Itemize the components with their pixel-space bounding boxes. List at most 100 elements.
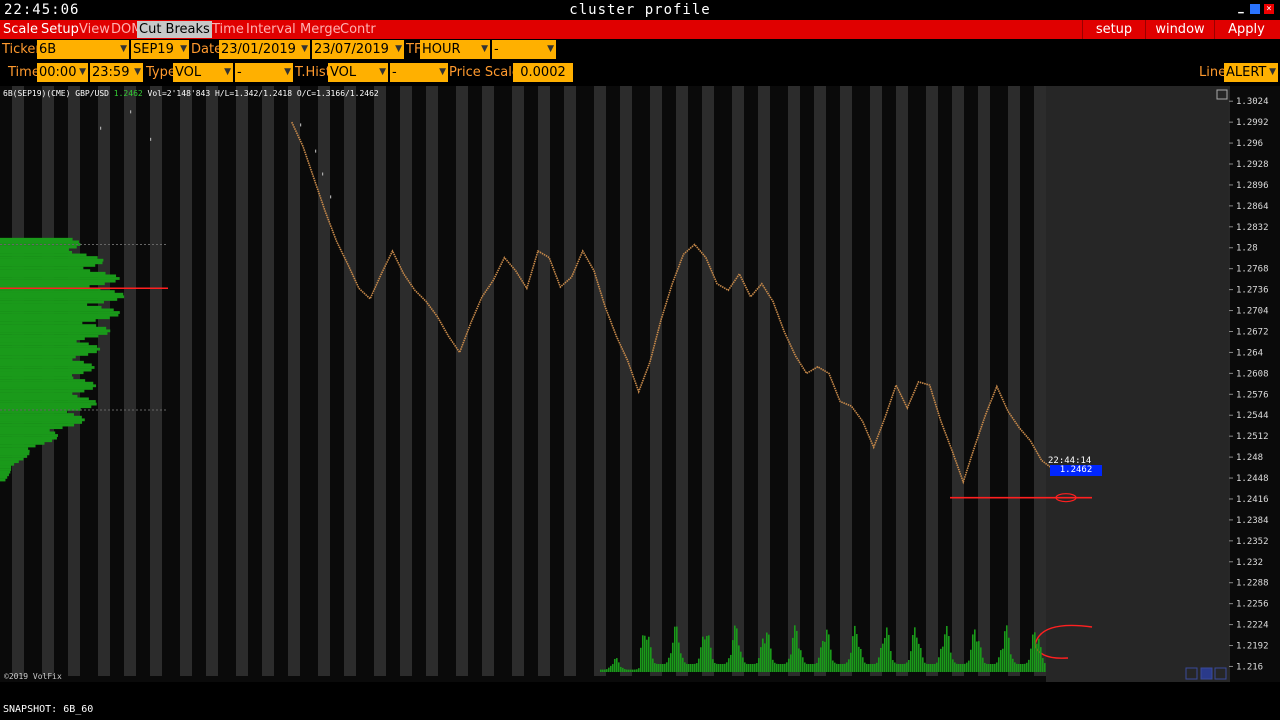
tf-extra-value: - [494,42,499,57]
maximize-icon[interactable] [1250,4,1260,14]
price-tick-label: 1.2384 [1236,516,1269,526]
volume-bar [790,654,792,672]
menu-merge[interactable]: Merge [300,22,341,37]
volume-bar [830,649,832,672]
volume-bar [798,648,800,672]
volume-bar [804,662,806,672]
close-icon[interactable]: × [1264,4,1274,14]
thist-label: T.Hist [295,65,331,80]
profile-bar [0,298,118,301]
volume-bar [688,663,690,672]
price-tick-label: 1.2576 [1236,390,1269,400]
profile-bar [0,269,91,273]
type-extra-select[interactable]: - ▼ [235,63,293,82]
volume-bar [888,634,890,672]
session-band [318,86,330,676]
expand-icon [1214,667,1227,680]
thist-value: VOL [330,65,357,80]
profile-bar [0,274,117,278]
ticker-select[interactable]: 6B ▼ [37,40,129,59]
volume-bar [872,663,874,672]
price-scale-field[interactable]: 0.0002 [513,63,573,82]
menu-cut-breaks[interactable]: Cut Breaks [137,21,212,38]
menu-setup[interactable]: Setup [41,22,79,37]
volume-bar [904,663,906,672]
session-band [400,86,412,676]
volume-bar [908,659,910,672]
apply-button[interactable]: Apply [1214,20,1278,39]
profile-bar [0,428,50,432]
volume-bar [732,640,734,672]
date-from-field[interactable]: 23/01/2019 ▼ [219,40,310,59]
price-tick-label: 1.216 [1236,662,1263,672]
brand-watermark: ©2019 VolFix [4,672,62,681]
session-band [732,86,744,676]
profile-bar [0,271,106,275]
menu-time[interactable]: Time [212,22,244,37]
thist-select[interactable]: VOL ▼ [328,63,388,82]
volume-bar [968,660,970,672]
volume-bar [644,635,646,672]
volume-bar [678,642,680,672]
profile-bar [0,423,75,427]
menu-dom[interactable]: DOM [111,22,143,37]
volume-bar [706,635,708,672]
volume-bar [750,664,752,672]
time-from-field[interactable]: 00:00 ▼ [37,63,88,82]
date-to-field[interactable]: 23/07/2019 ▼ [312,40,404,59]
volume-bar [694,663,696,672]
session-band [896,86,908,676]
menu-view[interactable]: View [79,22,110,37]
price-tick-mark [150,137,152,141]
profile-bar [0,345,98,348]
volume-bar [1030,648,1032,672]
chevron-down-icon: ▼ [481,44,488,54]
thist-extra-select[interactable]: - ▼ [390,63,448,82]
menu-interval[interactable]: Interval [246,22,296,37]
chart-area[interactable]: 1.3024 1.2992 1.296 1.2928 1.2896 1.2864 1.283… [0,86,1280,701]
volume-bar [752,663,754,672]
window-button[interactable]: window [1145,20,1214,39]
chevron-down-icon: ▼ [134,67,141,77]
menu-bar: Scale Setup View DOM Cut Breaks Time Int… [0,20,1280,39]
symbol-text: 6B(SEP19)(CME) GBP/USD [3,89,109,98]
profile-bar [0,321,83,325]
price-chart[interactable]: 1.3024 1.2992 1.296 1.2928 1.2896 1.2864 1.283… [0,86,1280,701]
volume-bar [730,654,732,672]
volume-bar [784,663,786,672]
contract-select[interactable]: SEP19 ▼ [131,40,189,59]
minimize-icon[interactable]: ▁ [1238,4,1244,14]
chevron-down-icon: ▼ [224,67,231,77]
menu-contr[interactable]: Contr [340,22,376,37]
volume-bar [652,658,654,672]
volume-bar [996,662,998,672]
profile-bar [0,308,114,312]
tf-extra-select[interactable]: - ▼ [492,40,556,59]
volume-bar [720,664,722,672]
time-to-field[interactable]: 23:59 ▼ [90,63,143,82]
profile-bar [0,415,82,419]
volume-bar [604,669,606,672]
volume-bar [848,659,850,672]
volume-bar [1002,648,1004,672]
setup-button[interactable]: setup [1082,20,1145,39]
volume-bar [800,650,802,672]
volume-bar [602,669,604,672]
volume-bar [978,641,980,672]
volume-bar [780,664,782,672]
chevron-down-icon: ▼ [547,44,554,54]
type-select[interactable]: VOL ▼ [173,63,233,82]
volume-bar [632,669,634,672]
volume-bar [682,657,684,672]
ticker-label: Ticker [2,42,41,57]
line-select[interactable]: ALERT ▼ [1224,63,1278,82]
volume-bar [698,658,700,672]
window-title: cluster profile [569,2,711,18]
volume-bar [1004,631,1006,672]
volume-bar [748,663,750,672]
tf-select[interactable]: HOUR ▼ [420,40,490,59]
volume-bar [1008,637,1010,672]
price-tick-label: 1.2896 [1236,181,1269,191]
chevron-down-icon: ▼ [284,67,291,77]
menu-scale[interactable]: Scale [3,22,38,37]
